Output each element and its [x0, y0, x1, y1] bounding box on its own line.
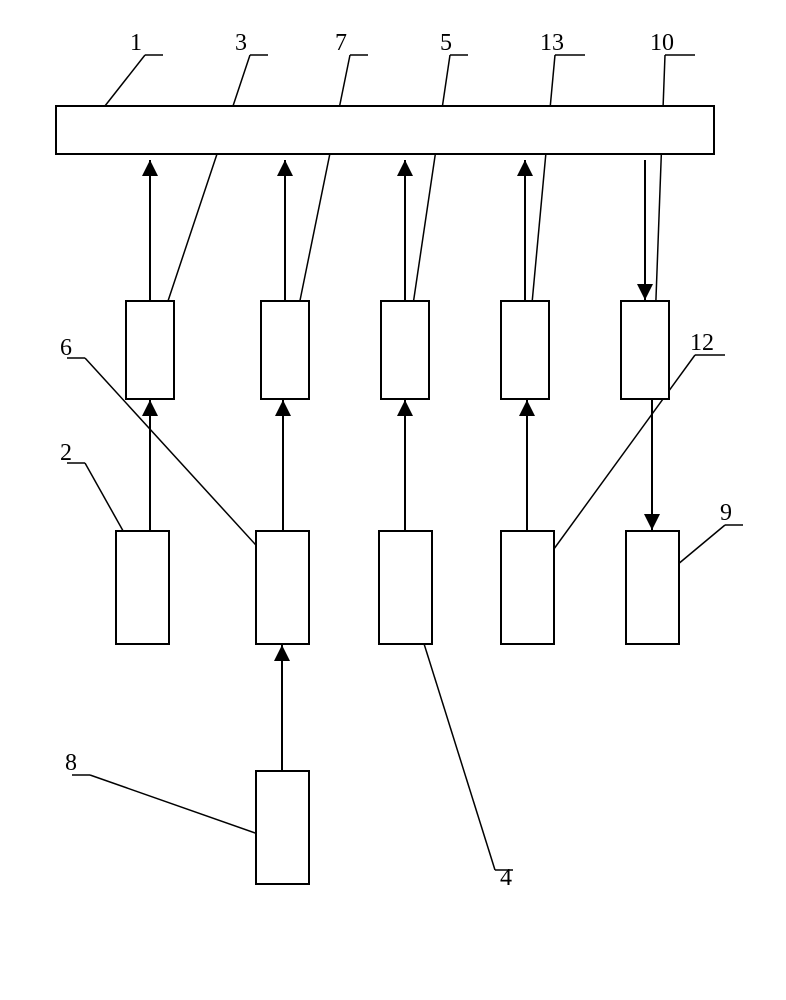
label-5: 5 — [440, 30, 452, 57]
label-13: 13 — [540, 30, 564, 57]
label-8: 8 — [65, 750, 77, 777]
label-7: 7 — [335, 30, 347, 57]
block-b3 — [125, 300, 175, 400]
label-1: 1 — [130, 30, 142, 57]
label-6: 6 — [60, 335, 72, 362]
label-2: 2 — [60, 440, 72, 467]
label-4: 4 — [500, 865, 512, 892]
block-b13 — [500, 300, 550, 400]
label-12: 12 — [690, 330, 714, 357]
label-9: 9 — [720, 500, 732, 527]
block-b5 — [380, 300, 430, 400]
label-10: 10 — [650, 30, 674, 57]
block-b8 — [255, 770, 310, 885]
block-b7 — [260, 300, 310, 400]
top-bar — [55, 105, 715, 155]
block-b9 — [625, 530, 680, 645]
block-b10 — [620, 300, 670, 400]
block-b6 — [255, 530, 310, 645]
block-b12 — [500, 530, 555, 645]
block-diagram: 137513106212984 — [0, 0, 786, 1000]
label-3: 3 — [235, 30, 247, 57]
block-b2 — [115, 530, 170, 645]
block-b4r — [378, 530, 433, 645]
